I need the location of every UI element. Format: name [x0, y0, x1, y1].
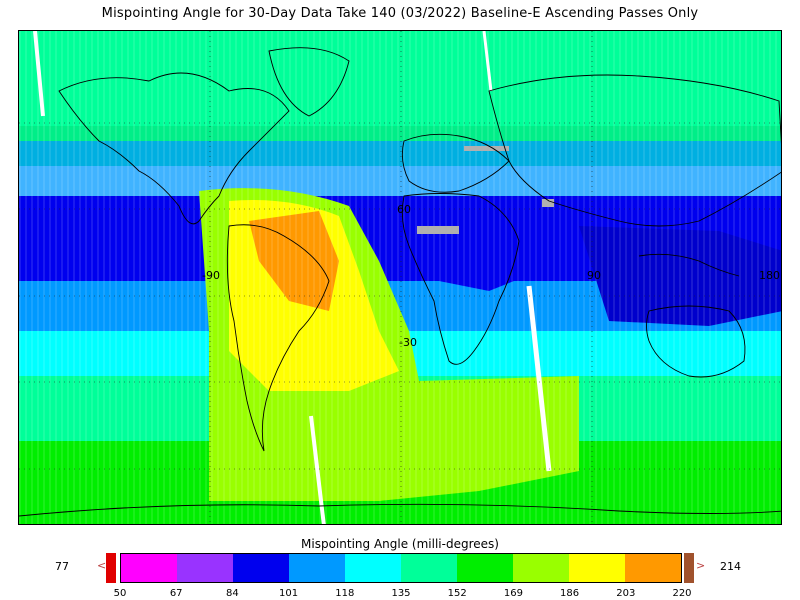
colorbar [120, 553, 682, 583]
lon-label-180: 180 [759, 269, 780, 282]
missing-patch-1 [464, 146, 509, 151]
colorbar-segment [345, 554, 401, 582]
missing-patch-2 [417, 226, 459, 234]
map-title: Mispointing Angle for 30-Day Data Take 1… [101, 6, 699, 21]
colorbar-tick-label: 186 [560, 588, 580, 599]
colorbar-tick-label: 220 [672, 588, 692, 599]
colorbar-tick-label: 101 [279, 588, 299, 599]
colorbar-title: Mispointing Angle (milli-degrees) [301, 537, 499, 551]
colorbar-segment [625, 554, 681, 582]
gap-swath-3 [526, 285, 552, 472]
colorbar-segment [513, 554, 569, 582]
colorbar-under-swatch [106, 553, 116, 583]
colorbar-tick-label: 169 [503, 588, 523, 599]
colorbar-over-arrow: > [696, 559, 706, 572]
map-panel: 60 -30 -90 90 180 [18, 30, 782, 525]
lon-label-90: 90 [587, 269, 601, 282]
colorbar-segment [569, 554, 625, 582]
colorbar-segment [401, 554, 457, 582]
colorbar-segment [177, 554, 233, 582]
gap-swath-4 [482, 31, 493, 92]
colorbar-segment [233, 554, 289, 582]
lat-label-60: 60 [397, 203, 411, 216]
colorbar-over-swatch [684, 553, 694, 583]
colorbar-under-arrow: < [97, 559, 107, 572]
colorbar-segment [457, 554, 513, 582]
colorbar-min-value: 77 [55, 560, 69, 573]
colorbar-tick-label: 135 [391, 588, 411, 599]
mispointing-map [19, 31, 781, 524]
gap-swath-2 [309, 415, 326, 524]
coastlines [19, 47, 781, 517]
missing-patch-3 [542, 199, 554, 207]
swath-streaks [19, 31, 781, 524]
lat-label-minus-30: -30 [399, 336, 417, 349]
colorbar-tick-label: 67 [169, 588, 183, 599]
colorbar-max-value: 214 [720, 560, 741, 573]
lon-label-minus-90: -90 [202, 269, 220, 282]
colorbar-tick-label: 118 [335, 588, 355, 599]
colorbar-segment [121, 554, 177, 582]
colorbar-tick-label: 84 [226, 588, 239, 599]
gap-swath-1 [33, 31, 45, 117]
colorbar-segment [289, 554, 345, 582]
colorbar-tick-label: 50 [113, 588, 127, 599]
colorbar-tick-label: 152 [447, 588, 467, 599]
colorbar-tick-label: 203 [616, 588, 636, 599]
